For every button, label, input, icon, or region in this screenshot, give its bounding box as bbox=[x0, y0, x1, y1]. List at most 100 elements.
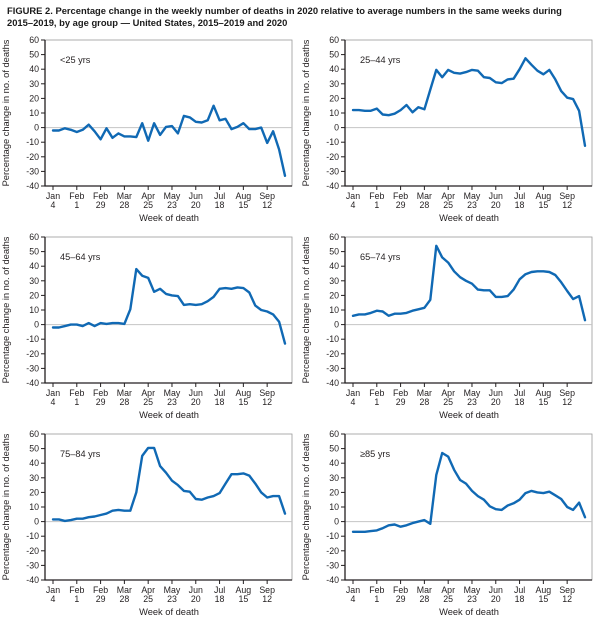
x-tick-label: Aug 15 bbox=[536, 388, 552, 407]
y-tick-label: 40 bbox=[29, 261, 39, 271]
y-tick-label: 50 bbox=[329, 49, 339, 59]
y-tick-label: -40 bbox=[26, 575, 39, 585]
y-tick-label: 0 bbox=[334, 122, 339, 132]
charts-grid: 60 50 40 30 20 10 0 -10 -20 -30 -40 Jan 4 Feb 1 Feb 29 Ma… bbox=[0, 33, 600, 624]
y-tick-label: -30 bbox=[326, 363, 339, 373]
x-tick-label: Feb 29 bbox=[393, 191, 408, 210]
panel-45-64: 60 50 40 30 20 10 0 -10 -20 -30 -40 Jan 4 Feb 1 Feb 29 Ma… bbox=[0, 230, 300, 427]
x-tick-label: Aug 15 bbox=[236, 191, 252, 210]
y-tick-label: 10 bbox=[329, 502, 339, 512]
age-group-label: 25–44 yrs bbox=[360, 55, 401, 65]
x-tick-label: Aug 15 bbox=[536, 585, 552, 604]
y-tick-label: -40 bbox=[26, 181, 39, 191]
y-tick-label: 20 bbox=[29, 290, 39, 300]
y-tick-label: 50 bbox=[29, 443, 39, 453]
panel-85-plus: 60 50 40 30 20 10 0 -10 -20 -30 -40 Jan 4 Feb 1 Feb 29 Ma… bbox=[300, 427, 600, 624]
x-tick-label: Feb 1 bbox=[69, 388, 84, 407]
x-tick-label: Aug 15 bbox=[236, 585, 252, 604]
y-tick-label: -20 bbox=[326, 349, 339, 359]
x-tick-label: Jun 20 bbox=[489, 388, 503, 407]
y-tick-label: 0 bbox=[334, 516, 339, 526]
x-tick-label: May 23 bbox=[464, 191, 481, 210]
y-tick-label: -20 bbox=[326, 152, 339, 162]
x-tick-label: Jan 4 bbox=[46, 585, 60, 604]
series-line bbox=[51, 446, 287, 522]
y-tick-label: 50 bbox=[29, 246, 39, 256]
y-tick-label: 30 bbox=[29, 79, 39, 89]
x-tick-label: Jan 4 bbox=[346, 191, 360, 210]
age-group-chart: 60 50 40 30 20 10 0 -10 -20 -30 -40 Jan 4 Feb 1 Feb 29 Ma… bbox=[1, 35, 293, 223]
y-axis-title: Percentage change in no. of deaths bbox=[301, 433, 311, 580]
y-tick-label: 30 bbox=[29, 473, 39, 483]
y-tick-label: -10 bbox=[326, 137, 339, 147]
x-tick-label: Jun 20 bbox=[489, 191, 503, 210]
age-group-chart: 60 50 40 30 20 10 0 -10 -20 -30 -40 Jan 4 Feb 1 Feb 29 Ma… bbox=[301, 232, 593, 420]
y-tick-label: 30 bbox=[329, 276, 339, 286]
panel-under-25: 60 50 40 30 20 10 0 -10 -20 -30 -40 Jan 4 Feb 1 Feb 29 Ma… bbox=[0, 33, 300, 230]
x-tick-label: Aug 15 bbox=[236, 388, 252, 407]
x-tick-label: Mar 28 bbox=[417, 388, 432, 407]
x-tick-label: Jun 20 bbox=[189, 388, 203, 407]
x-axis-title: Week of death bbox=[439, 213, 499, 223]
x-tick-label: Apr 25 bbox=[141, 388, 155, 407]
y-tick-label: 60 bbox=[329, 35, 339, 45]
y-tick-label: 60 bbox=[329, 429, 339, 439]
y-tick-label: 20 bbox=[329, 93, 339, 103]
age-group-label: 75–84 yrs bbox=[60, 449, 101, 459]
y-tick-label: 40 bbox=[29, 458, 39, 468]
x-tick-label: May 23 bbox=[464, 388, 481, 407]
x-tick-label: Sep 12 bbox=[559, 191, 575, 210]
y-tick-label: 10 bbox=[29, 502, 39, 512]
x-tick-label: Feb 1 bbox=[69, 585, 84, 604]
x-tick-label: Feb 29 bbox=[93, 191, 108, 210]
x-tick-label: Sep 12 bbox=[259, 585, 275, 604]
y-tick-label: 0 bbox=[34, 122, 39, 132]
y-tick-label: -20 bbox=[26, 152, 39, 162]
series-line bbox=[51, 104, 287, 177]
age-group-chart: 60 50 40 30 20 10 0 -10 -20 -30 -40 Jan 4 Feb 1 Feb 29 Ma… bbox=[1, 429, 293, 617]
x-tick-label: Jul 18 bbox=[514, 585, 525, 604]
x-tick-label: Apr 25 bbox=[141, 191, 155, 210]
x-tick-label: Feb 29 bbox=[393, 585, 408, 604]
age-group-label: <25 yrs bbox=[60, 55, 91, 65]
y-axis-title: Percentage change in no. of deaths bbox=[1, 39, 11, 186]
y-tick-label: -20 bbox=[26, 546, 39, 556]
age-group-chart: 60 50 40 30 20 10 0 -10 -20 -30 -40 Jan 4 Feb 1 Feb 29 Ma… bbox=[301, 429, 593, 617]
y-axis-title: Percentage change in no. of deaths bbox=[1, 236, 11, 383]
y-tick-label: 40 bbox=[329, 261, 339, 271]
x-tick-label: Mar 28 bbox=[117, 585, 132, 604]
x-tick-label: Apr 25 bbox=[441, 585, 455, 604]
x-tick-label: Mar 28 bbox=[417, 191, 432, 210]
y-tick-label: -40 bbox=[326, 575, 339, 585]
y-tick-label: -30 bbox=[26, 560, 39, 570]
panel-25-44: 60 50 40 30 20 10 0 -10 -20 -30 -40 Jan 4 Feb 1 Feb 29 Ma… bbox=[300, 33, 600, 230]
y-tick-label: -30 bbox=[326, 166, 339, 176]
y-tick-label: -10 bbox=[326, 334, 339, 344]
y-tick-label: 40 bbox=[329, 458, 339, 468]
y-tick-label: -40 bbox=[26, 378, 39, 388]
x-axis-title: Week of death bbox=[139, 213, 199, 223]
y-tick-label: -10 bbox=[26, 531, 39, 541]
series-line bbox=[51, 267, 287, 345]
y-tick-label: 20 bbox=[329, 290, 339, 300]
x-tick-label: Apr 25 bbox=[141, 585, 155, 604]
series-line bbox=[351, 244, 587, 322]
y-tick-label: 0 bbox=[34, 516, 39, 526]
y-tick-label: 0 bbox=[334, 319, 339, 329]
y-tick-label: 40 bbox=[329, 64, 339, 74]
x-tick-label: Jul 18 bbox=[214, 585, 225, 604]
figure-title: FIGURE 2. Percentage change in the weekl… bbox=[7, 5, 562, 29]
y-tick-label: -30 bbox=[326, 560, 339, 570]
x-tick-label: Jul 18 bbox=[514, 191, 525, 210]
x-tick-label: Jan 4 bbox=[46, 191, 60, 210]
y-axis-title: Percentage change in no. of deaths bbox=[1, 433, 11, 580]
x-tick-label: Feb 1 bbox=[69, 191, 84, 210]
x-tick-label: May 23 bbox=[164, 585, 181, 604]
x-tick-label: Sep 12 bbox=[559, 388, 575, 407]
x-tick-label: Jan 4 bbox=[346, 585, 360, 604]
x-tick-label: Feb 29 bbox=[93, 585, 108, 604]
y-tick-label: 20 bbox=[29, 93, 39, 103]
y-tick-label: 60 bbox=[29, 429, 39, 439]
age-group-label: 45–64 yrs bbox=[60, 252, 101, 262]
